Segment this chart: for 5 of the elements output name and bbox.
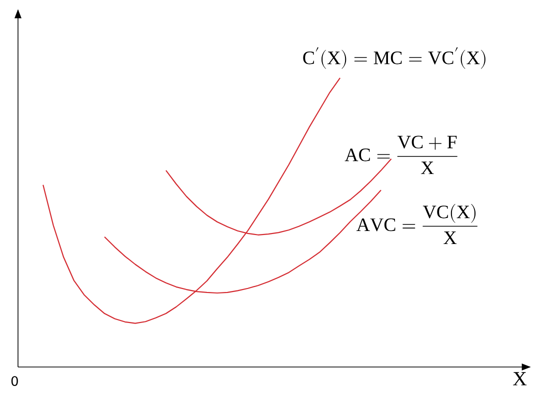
series-label: $\mathrm{AC} = \frac{\mathrm{VC + F}}{\mathrm{X}}$ xyxy=(344,136,458,174)
text: X xyxy=(513,372,527,386)
text: 0 xyxy=(11,376,18,386)
series-label: $\mathrm{AVC} = \frac{\mathrm{VC(X)}}{\mathrm{X}}$ xyxy=(356,204,478,244)
text: $\mathrm{C'(X) = MC = VC'(X)}$ xyxy=(303,47,486,69)
